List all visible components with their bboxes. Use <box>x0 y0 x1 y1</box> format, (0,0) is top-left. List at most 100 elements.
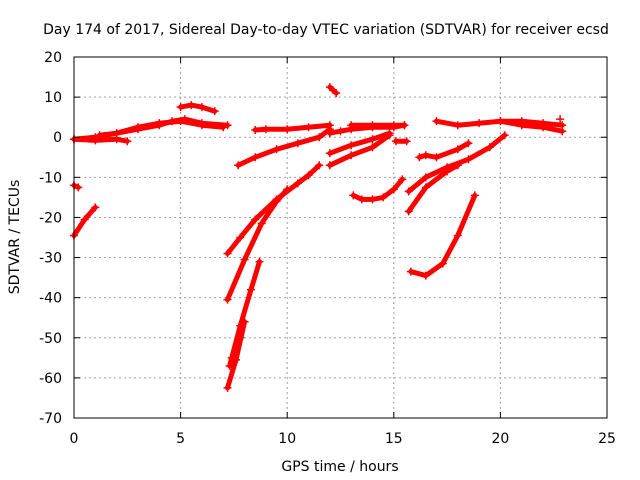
series-23 <box>223 185 292 304</box>
data-point <box>187 101 196 110</box>
data-point <box>197 121 206 130</box>
data-point <box>464 139 473 148</box>
data-point <box>415 153 424 162</box>
data-point <box>293 179 302 188</box>
data-point <box>234 161 243 170</box>
series-trace <box>71 116 230 142</box>
y-tick-label: 0 <box>53 130 62 146</box>
data-point <box>232 355 241 364</box>
y-tick-label: 10 <box>44 90 62 106</box>
data-point <box>283 125 292 134</box>
data-point <box>404 207 413 216</box>
data-point <box>368 135 377 144</box>
data-point <box>336 127 345 136</box>
data-point <box>432 117 441 126</box>
data-point <box>421 271 430 280</box>
y-tick-label: -70 <box>39 411 62 427</box>
data-point <box>325 129 334 138</box>
y-tick-label: -20 <box>39 210 62 226</box>
series-layer <box>70 83 567 392</box>
data-point <box>227 353 236 362</box>
series-10 <box>347 121 409 130</box>
data-point <box>176 117 185 126</box>
data-point <box>315 161 324 170</box>
data-point <box>443 167 452 176</box>
data-point <box>347 151 356 160</box>
data-point <box>453 121 462 130</box>
data-point <box>368 143 377 152</box>
data-point <box>421 151 430 160</box>
series-trace <box>327 84 339 96</box>
data-point <box>539 123 548 132</box>
series-7 <box>251 121 334 135</box>
series-trace <box>497 118 565 134</box>
data-point <box>325 121 334 130</box>
data-point <box>347 121 356 130</box>
data-point <box>475 119 484 128</box>
data-point <box>91 136 100 145</box>
data-point <box>91 203 100 212</box>
series-25 <box>223 317 249 392</box>
series-12 <box>325 131 394 170</box>
data-point <box>261 125 270 134</box>
data-point <box>176 103 185 112</box>
data-point <box>236 233 245 242</box>
data-point <box>223 383 232 392</box>
data-point <box>389 121 398 130</box>
data-point <box>453 231 462 240</box>
y-tick-label: -30 <box>39 251 62 267</box>
series-18 <box>406 191 479 280</box>
data-point <box>357 195 366 204</box>
data-point <box>272 145 281 154</box>
series-trace <box>235 126 333 168</box>
data-point <box>402 137 411 146</box>
data-point <box>500 131 509 140</box>
series-trace <box>327 130 392 156</box>
data-point <box>293 139 302 148</box>
axis-layer: 0 5 10 15 20 25 -70 -60 -50 -40 -30 -20 -10 0 10 20 <box>39 50 616 447</box>
data-point <box>80 215 89 224</box>
data-point <box>74 183 83 192</box>
data-point <box>272 197 281 206</box>
data-point <box>257 219 266 228</box>
chart-title: Day 174 of 2017, Sidereal Day-to-day VTE… <box>43 22 609 38</box>
series-13 <box>391 137 411 146</box>
data-point <box>421 173 430 182</box>
series-1 <box>70 135 132 146</box>
plot-frame <box>73 56 608 419</box>
data-point <box>112 129 121 138</box>
series-17 <box>404 161 462 216</box>
data-point <box>400 121 409 130</box>
series-6 <box>234 125 334 170</box>
x-tick-label: 0 <box>70 431 79 447</box>
series-trace <box>71 136 130 144</box>
data-point <box>385 131 394 140</box>
data-point <box>368 121 377 130</box>
data-point <box>438 259 447 268</box>
data-point <box>197 103 206 112</box>
series-15 <box>415 139 473 162</box>
x-tick-label: 5 <box>176 431 185 447</box>
series-21 <box>556 115 565 124</box>
data-point <box>398 175 407 184</box>
grid-layer <box>74 57 607 418</box>
data-point <box>315 133 324 142</box>
data-point <box>404 187 413 196</box>
data-point <box>558 127 567 136</box>
data-point <box>453 161 462 170</box>
series-trace <box>178 102 218 114</box>
data-point <box>304 171 313 180</box>
data-point <box>368 195 377 204</box>
data-point <box>379 193 388 202</box>
data-point <box>421 183 430 192</box>
x-tick-label: 15 <box>385 431 403 447</box>
data-point <box>223 249 232 258</box>
data-point <box>251 215 260 224</box>
y-axis-label: SDTVAR / TECUs <box>7 180 23 295</box>
series-26 <box>227 333 245 362</box>
data-point <box>556 115 565 124</box>
data-point <box>496 117 505 126</box>
series-20 <box>496 117 567 136</box>
data-point <box>453 145 462 154</box>
y-tick-label: -10 <box>39 170 62 186</box>
